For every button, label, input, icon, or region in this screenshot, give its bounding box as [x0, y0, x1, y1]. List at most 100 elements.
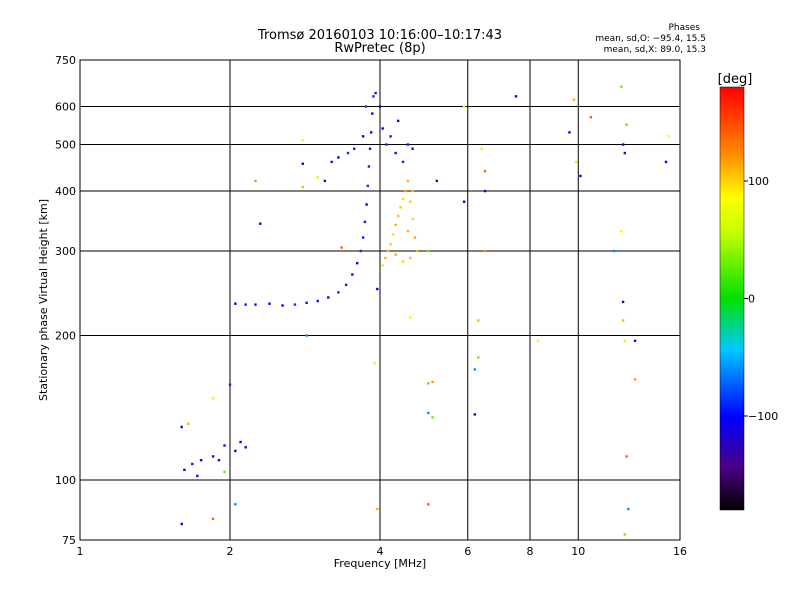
x-axis-label: Frequency [MHz] — [334, 557, 426, 570]
phases-heading: Phases — [668, 23, 700, 33]
data-point — [623, 339, 627, 343]
data-point — [401, 160, 405, 164]
data-point — [396, 119, 400, 123]
y-axis-label: Stationary phase Virtual Height [km] — [37, 199, 50, 401]
data-point — [384, 256, 387, 260]
data-point — [372, 95, 375, 98]
data-point — [621, 143, 625, 146]
data-point — [477, 356, 480, 359]
data-point — [473, 368, 477, 371]
data-point — [664, 160, 668, 164]
data-point — [427, 503, 430, 506]
data-point — [376, 287, 379, 291]
data-point — [462, 105, 466, 108]
data-point — [568, 131, 571, 134]
data-point — [394, 223, 397, 227]
data-point — [411, 189, 414, 193]
data-point — [385, 143, 388, 146]
data-point — [340, 246, 343, 249]
chart-subtitle: RwPretec (8p) — [334, 41, 425, 56]
data-point — [389, 135, 392, 138]
data-point — [394, 253, 397, 256]
data-point — [228, 383, 232, 386]
y-tick-label: 75 — [62, 534, 76, 547]
data-point — [413, 236, 417, 239]
data-point — [196, 474, 199, 478]
y-tick-label: 300 — [55, 245, 76, 258]
data-point — [346, 151, 350, 155]
data-point — [401, 197, 405, 201]
data-point — [480, 147, 483, 150]
y-axis-ticks: 75 100 200 300 400 500 600 750 — [55, 54, 76, 547]
data-point — [217, 458, 221, 462]
colorbar-tick-label: 100 — [748, 175, 769, 188]
data-point — [427, 249, 430, 253]
data-point — [667, 135, 671, 138]
data-point — [435, 179, 438, 183]
data-point — [406, 229, 410, 233]
data-point — [409, 200, 412, 203]
colorbar-tick-label: −100 — [748, 410, 778, 423]
x-axis-ticks: 1 2 4 6 8 10 16 — [77, 545, 688, 558]
data-point — [211, 517, 215, 521]
data-point — [381, 264, 384, 267]
y-tick-label: 750 — [55, 54, 76, 67]
data-point — [305, 334, 308, 337]
data-point — [415, 249, 419, 253]
data-point — [621, 300, 625, 304]
data-point — [477, 319, 480, 322]
data-point — [396, 214, 400, 218]
data-point — [180, 425, 183, 429]
data-point — [386, 249, 390, 253]
data-point — [364, 105, 368, 108]
data-point — [352, 147, 356, 150]
data-point — [404, 189, 407, 193]
data-point — [223, 444, 226, 447]
chart-title: Tromsø 20160103 10:16:00–10:17:43 — [257, 28, 502, 43]
data-point — [323, 179, 327, 183]
data-point — [411, 217, 414, 221]
data-points — [180, 85, 671, 536]
phases-x-line: mean, sd,X: 89.0, 15.3 — [604, 45, 706, 55]
data-point — [625, 123, 628, 126]
x-tick-label: 4 — [377, 545, 384, 558]
x-tick-label: 16 — [673, 545, 687, 558]
data-point — [514, 95, 518, 98]
x-tick-label: 6 — [464, 545, 471, 558]
data-point — [361, 236, 365, 239]
data-point — [234, 503, 237, 506]
data-point — [623, 533, 627, 536]
data-point — [301, 162, 305, 165]
data-point — [337, 156, 340, 159]
colorbar-tick-label: 0 — [748, 293, 755, 306]
data-point — [394, 151, 397, 155]
data-point — [589, 116, 593, 119]
data-point — [180, 522, 183, 526]
data-point — [473, 413, 477, 416]
data-point — [536, 339, 540, 343]
data-point — [187, 422, 190, 425]
data-point — [244, 446, 247, 449]
data-point — [633, 339, 637, 343]
data-point — [301, 139, 305, 142]
data-point — [191, 462, 194, 466]
data-point — [431, 416, 434, 419]
data-point — [406, 143, 410, 146]
data-point — [366, 184, 369, 188]
data-point — [199, 458, 203, 462]
data-point — [378, 105, 382, 108]
data-point — [254, 179, 257, 183]
data-point — [305, 301, 308, 305]
data-point — [409, 256, 412, 260]
data-point — [367, 165, 371, 168]
y-tick-label: 500 — [55, 139, 76, 152]
data-point — [371, 112, 374, 115]
x-tick-label: 1 — [77, 545, 84, 558]
y-tick-label: 200 — [55, 330, 76, 343]
data-point — [337, 291, 340, 294]
data-point — [351, 273, 354, 276]
data-point — [633, 378, 637, 381]
x-tick-label: 10 — [571, 545, 585, 558]
data-point — [183, 468, 186, 472]
data-point — [223, 470, 226, 474]
